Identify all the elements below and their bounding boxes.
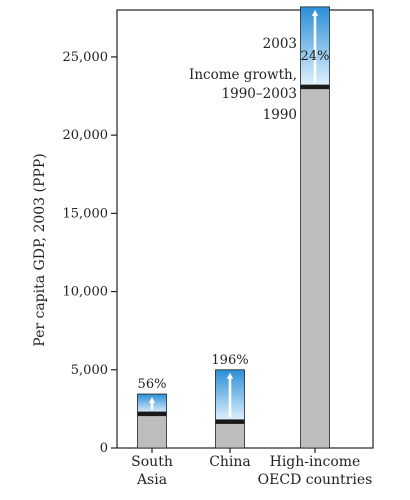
bar-1990 <box>215 421 245 449</box>
marker-1990 <box>215 419 245 424</box>
legend-annotations: 2003 Income growth, 1990–2003 1990 <box>189 36 297 123</box>
y-tick-label: 0 <box>100 441 108 456</box>
marker-1990 <box>300 84 330 90</box>
growth-title-line2: 1990–2003 <box>222 86 297 102</box>
category-label: China <box>209 454 251 470</box>
growth-pct-label: 24% <box>301 49 330 64</box>
y-tick-label: 5,000 <box>71 363 108 378</box>
growth-arrow <box>226 372 234 418</box>
bar-1990 <box>137 413 167 449</box>
growth-arrow <box>148 397 156 410</box>
category-label: High-income <box>270 454 361 470</box>
y-tick-label: 15,000 <box>63 206 109 221</box>
y-axis: 0 5,000 10,000 15,000 20,000 25,000 <box>63 50 117 456</box>
plot-frame <box>116 9 374 449</box>
y-axis-label: Per capita GDP, 2003 (PPP) <box>32 153 48 346</box>
marker-1990 <box>137 411 167 417</box>
y-tick-label: 20,000 <box>63 128 109 143</box>
bar-1990 <box>300 86 330 449</box>
category-label: OECD countries <box>258 472 373 488</box>
bar-group: 24% <box>300 6 330 449</box>
growth-pct-label: 196% <box>211 353 248 368</box>
category-labels: South Asia China High-income OECD countries <box>131 448 372 488</box>
category-label: Asia <box>136 472 167 488</box>
bar-group: 196% <box>211 353 249 449</box>
y-tick-label: 25,000 <box>63 50 109 65</box>
start-year-label: 1990 <box>263 107 297 123</box>
category-label: South <box>131 454 173 470</box>
end-year-label: 2003 <box>263 36 297 52</box>
growth-title-line1: Income growth, <box>189 67 297 83</box>
bar-group: 56% <box>137 377 167 449</box>
growth-arrow <box>311 9 319 83</box>
bars: 56% 196% 24% <box>137 6 330 449</box>
growth-pct-label: 56% <box>138 377 167 392</box>
y-tick-label: 10,000 <box>63 285 109 300</box>
